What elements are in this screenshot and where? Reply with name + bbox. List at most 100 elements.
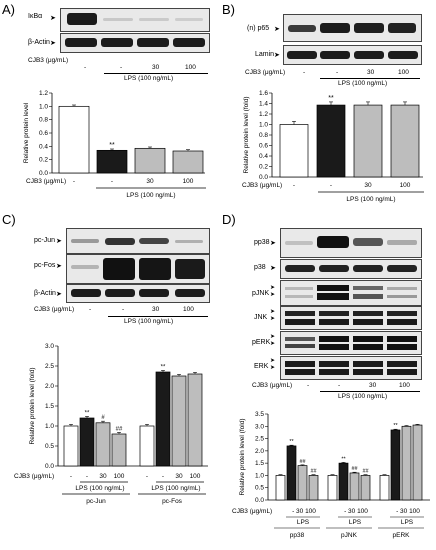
bar [327, 475, 338, 501]
y-tick-label: 1.2 [39, 90, 48, 97]
treat-label-b: CJB3 (μg/mL) [245, 69, 286, 76]
y-tick-label: 2.0 [45, 383, 54, 390]
blot-label-lamin: Lamin [255, 51, 275, 58]
bar [275, 475, 286, 501]
bar [360, 475, 371, 501]
chart-b: 0.0 0.2 0.4 0.6 0.8 1.0 1.2 1.4 1.6 Relative prot… [242, 90, 424, 203]
chart-c: 0.0 0.5 1.0 1.5 2.0 2.5 3.0 Relative protein le… [14, 343, 208, 505]
blot-pcjun [66, 228, 210, 254]
arrow-icon: ➤ [56, 238, 62, 245]
blot-jnk [280, 306, 422, 330]
blot-label-pjnk: pJNK [252, 290, 270, 297]
treat-label-a: CJB3 (μg/mL) [28, 57, 69, 64]
bar [338, 462, 349, 501]
lane-label: 100 [399, 382, 410, 389]
bar [63, 425, 79, 467]
blot-label-p38: p38 [254, 264, 266, 271]
treat-label: CJB3 (μg/mL) [242, 182, 282, 189]
lane-label: 30 [369, 382, 377, 389]
significance-mark: ** [85, 410, 90, 416]
lane-label: 30 [152, 64, 160, 71]
significance-mark: ## [310, 469, 317, 475]
lane-label: - [336, 69, 339, 76]
bar [171, 375, 187, 467]
group-label: pc-Jun [86, 498, 106, 505]
lane-label: - [89, 306, 92, 313]
blot-label-pp38: pp38 [254, 239, 270, 246]
y-tick-label: 1.4 [259, 101, 268, 108]
bar [155, 371, 171, 467]
panel-d-label: D) [222, 212, 236, 227]
arrow-icon: ➤ [50, 15, 56, 22]
bar [172, 150, 204, 174]
chart-d: 0.0 0.5 1.0 1.5 2.0 2.5 3.0 3.5 Relative protein… [232, 411, 430, 539]
significance-mark: ** [341, 456, 346, 462]
y-tick-label: 0.8 [259, 132, 268, 139]
bar [96, 149, 128, 174]
significance-mark: ## [362, 469, 369, 475]
lps-line [108, 316, 208, 317]
bar [316, 104, 346, 178]
y-tick-label: 2.5 [45, 363, 54, 370]
y-tick-label: 1.0 [259, 122, 268, 129]
bar [349, 472, 360, 501]
y-tick-label: 1.5 [45, 403, 54, 410]
significance-mark: ** [289, 439, 294, 445]
significance-mark: # [101, 415, 105, 421]
lps-label: LPS (100 ng/mL) [75, 485, 124, 492]
significance-mark: ** [109, 142, 115, 149]
y-tick-label: 2.0 [255, 448, 264, 455]
significance-mark: ## [116, 426, 123, 432]
treat-label: CJB3 (μg/mL) [14, 473, 54, 480]
blot-ikba [60, 8, 210, 32]
treat-label: CJB3 (μg/mL) [26, 178, 66, 185]
y-tick-label: 0.0 [45, 463, 54, 470]
y-tick-label: 0.0 [255, 497, 264, 504]
lps-label: LPS [349, 519, 362, 526]
blot-p65 [283, 14, 422, 42]
arrow-icon: ➤ [56, 263, 62, 270]
y-tick-label: 1.2 [259, 111, 268, 118]
lps-label-a: LPS (100 ng/mL) [124, 75, 174, 82]
y-tick-label: 0.8 [39, 117, 48, 124]
bar [297, 465, 308, 501]
y-axis-label: Relative protein level (fold) [239, 419, 246, 496]
lps-label: LPS (100 ng/mL) [346, 196, 395, 203]
significance-mark: ** [328, 95, 334, 102]
lane-label: - [330, 182, 332, 189]
lane-label: 100 [185, 64, 196, 71]
lps-label: LPS [297, 519, 310, 526]
arrow-icon: ➤ [56, 291, 62, 298]
blot-label-pcfos: pc-Fos [34, 262, 56, 269]
y-tick-label: 0.6 [39, 130, 48, 137]
lps-label: LPS [401, 519, 414, 526]
arrow-icon: ➤ [274, 52, 280, 59]
lane-label: 100 [183, 306, 194, 313]
y-tick-label: 0.2 [259, 164, 268, 171]
lps-label-d: LPS (100 ng/mL) [338, 393, 388, 400]
lane-label: 30 [146, 178, 154, 185]
bar [401, 425, 412, 501]
lane-label: - [70, 473, 72, 480]
y-tick-label: 0.0 [259, 174, 268, 181]
significance-mark: ** [161, 364, 166, 370]
blot-label-p65: (n) p65 [247, 25, 270, 32]
bar [412, 424, 423, 501]
lane-label: - [303, 69, 306, 76]
blot-actin-a [60, 33, 210, 53]
lane-label: - [293, 182, 295, 189]
blot-label-erk: ERK [254, 363, 269, 370]
y-axis-label: Relative protein level [23, 102, 30, 163]
lane-label: 30 [364, 182, 372, 189]
y-axis-label: Relative protein level (fold) [243, 97, 250, 174]
arrow-icon: ➤ ➤ [270, 358, 276, 371]
lps-line [320, 391, 420, 392]
group-label: pJNK [341, 532, 358, 539]
lane-label: 100 [114, 473, 125, 480]
blot-pjnk [280, 280, 422, 306]
bar [187, 373, 203, 467]
treat-label-c: CJB3 (μg/mL) [34, 306, 75, 313]
lane-label: - [73, 178, 75, 185]
arrow-icon: ➤ [270, 265, 276, 272]
group-label: pc-Fos [162, 498, 183, 505]
